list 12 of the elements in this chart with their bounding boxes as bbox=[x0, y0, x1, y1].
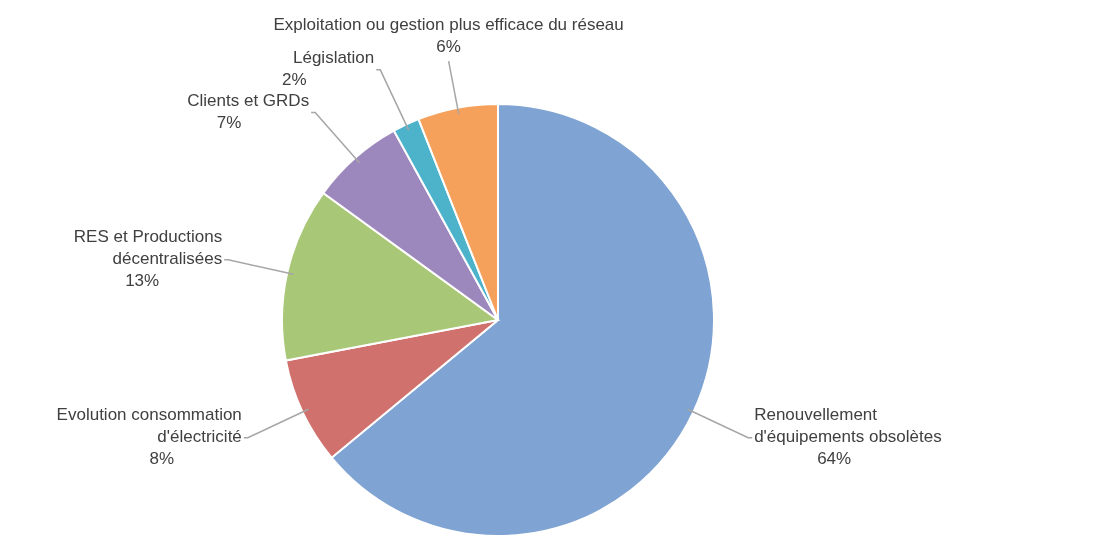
data-label: 13% bbox=[125, 271, 160, 291]
data-label: 8% bbox=[149, 449, 175, 469]
data-label: 7% bbox=[216, 113, 242, 133]
data-label: 64% bbox=[817, 449, 852, 469]
slice-label: Législation bbox=[293, 48, 375, 68]
slice-label: Renouvellement d'équipements obsolètes bbox=[754, 405, 942, 447]
slice-label: Clients et GRDs bbox=[187, 91, 310, 111]
slice-label: Evolution consommation d'électricité bbox=[56, 405, 242, 447]
slice-label: RES et Productions décentralisées bbox=[73, 227, 223, 269]
data-label: 6% bbox=[436, 36, 461, 56]
data-label: 2% bbox=[281, 70, 307, 90]
slice-label: Exploitation ou gestion plus efficace du réseau bbox=[273, 14, 624, 34]
